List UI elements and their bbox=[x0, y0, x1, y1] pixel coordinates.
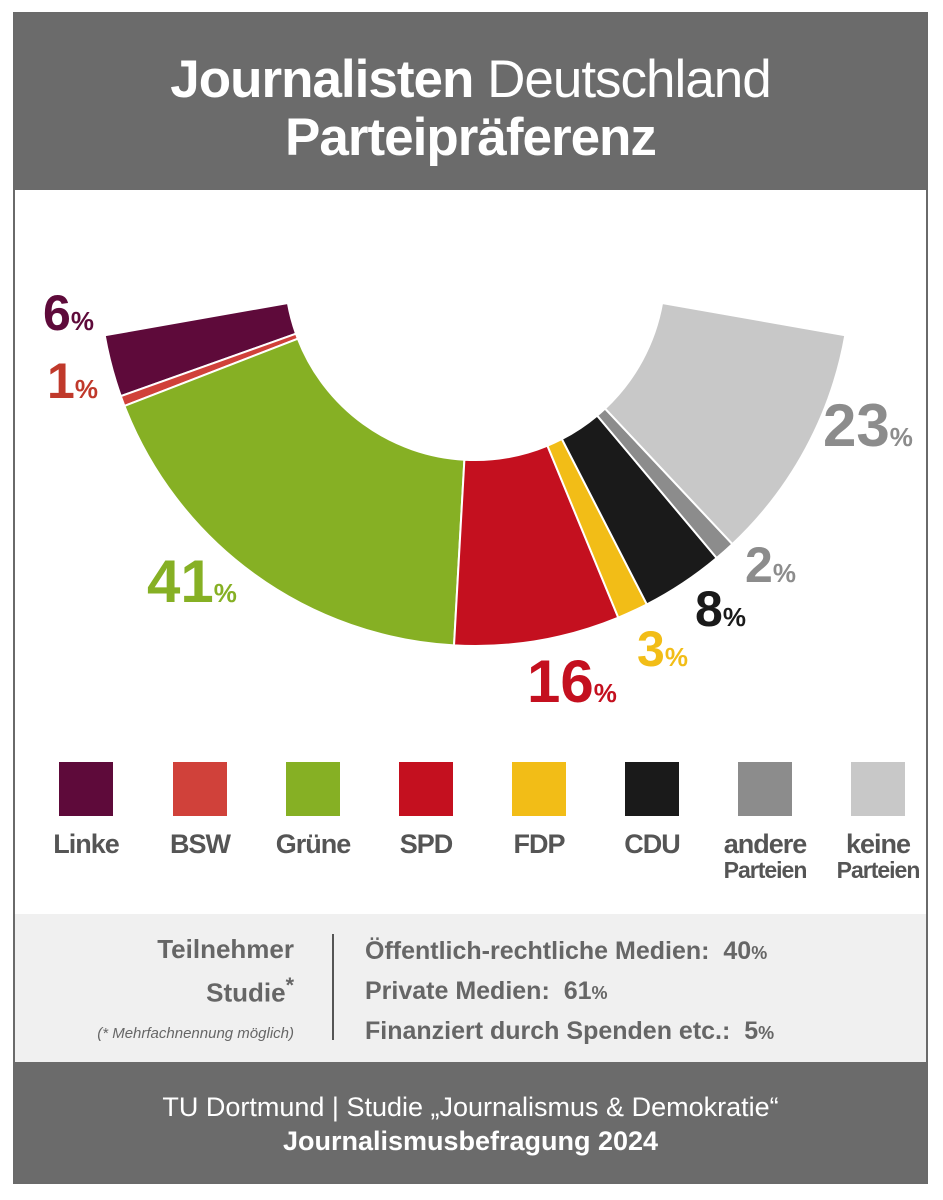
media-row-label: Finanziert durch Spenden etc.: bbox=[365, 1017, 731, 1045]
legend-item-spd: SPD bbox=[371, 762, 481, 858]
media-row-value: 40 bbox=[723, 937, 752, 965]
legend-label: BSW bbox=[170, 829, 231, 859]
legend-label: Linke bbox=[53, 829, 120, 859]
media-row-private: Private Medien: 61% bbox=[365, 972, 774, 1012]
value-label-keine-parteien: 23% bbox=[823, 392, 913, 459]
info-panel: Teilnehmer Studie* (* Mehrfachnennung mö… bbox=[15, 914, 926, 1062]
legend-item-andere-parteien: andere Parteien bbox=[710, 762, 820, 882]
legend-item-bsw: BSW bbox=[145, 762, 255, 858]
legend-item-fdp: FDP bbox=[484, 762, 594, 858]
media-row-unit: % bbox=[758, 1023, 775, 1043]
legend-item-cdu: CDU bbox=[597, 762, 707, 858]
media-row-value: 61 bbox=[563, 977, 592, 1005]
legend-label: andere bbox=[723, 829, 808, 859]
media-row-donations: Finanziert durch Spenden etc.: 5% bbox=[365, 1012, 774, 1052]
legend-label-line2: Parteien bbox=[836, 857, 921, 883]
legend-item-keine-parteien: keine Parteien bbox=[823, 762, 926, 883]
participants-line2: Studie* bbox=[97, 967, 294, 1011]
legend-item-linke: Linke bbox=[31, 762, 141, 858]
legend-label: Grüne bbox=[275, 829, 352, 859]
legend: Linke BSW Grüne SPD FDP CDU andere Parteien kein… bbox=[15, 762, 926, 902]
page-title: Journalisten Deutschland bbox=[15, 52, 926, 108]
title-light: Deutschland bbox=[487, 50, 772, 109]
footnote-star: * bbox=[285, 972, 294, 997]
media-row-label: Öffentlich-rechtliche Medien: bbox=[365, 937, 710, 965]
legend-label-line2: Parteien bbox=[723, 857, 808, 883]
media-row-unit: % bbox=[751, 943, 768, 963]
page-subtitle: Parteipräferenz bbox=[285, 108, 657, 167]
footer-survey: Journalismusbefragung 2024 bbox=[282, 1126, 659, 1156]
value-label-bsw: 1% bbox=[47, 353, 98, 409]
value-label-grüne: 41% bbox=[147, 548, 237, 615]
legend-swatch bbox=[286, 762, 340, 816]
title-bold: Journalisten bbox=[170, 50, 474, 109]
legend-swatch bbox=[625, 762, 679, 816]
legend-swatch bbox=[59, 762, 113, 816]
media-row-public: Öffentlich-rechtliche Medien: 40% bbox=[365, 932, 774, 972]
value-label-linke: 6% bbox=[43, 285, 94, 341]
participants-label: Teilnehmer Studie* (* Mehrfachnennung mö… bbox=[97, 932, 294, 1042]
legend-label: FDP bbox=[513, 829, 566, 859]
value-label-andere-parteien: 2% bbox=[745, 537, 796, 593]
infographic-frame: Journalisten Deutschland Parteipräferenz… bbox=[13, 12, 928, 1184]
legend-swatch bbox=[173, 762, 227, 816]
legend-swatch bbox=[399, 762, 453, 816]
media-row-label: Private Medien: bbox=[365, 977, 550, 1005]
party-preference-chart: 6% 1% 41% 16% 3%8%2% 23% bbox=[43, 285, 913, 715]
legend-label: keine bbox=[845, 829, 911, 859]
media-row-value: 5 bbox=[744, 1017, 759, 1045]
footer-source: TU Dortmund | Studie „Journalismus & Dem… bbox=[162, 1092, 779, 1122]
media-row-unit: % bbox=[591, 983, 608, 1003]
info-divider bbox=[332, 934, 334, 1040]
value-label-cdu: 8% bbox=[695, 581, 746, 637]
legend-swatch bbox=[851, 762, 905, 816]
header-banner: Journalisten Deutschland Parteipräferenz bbox=[15, 14, 926, 190]
legend-swatch bbox=[738, 762, 792, 816]
footnote-note: (* Mehrfachnennung möglich) bbox=[97, 1024, 294, 1042]
slice-keine-parteien bbox=[603, 301, 847, 546]
value-label-fdp: 3% bbox=[637, 621, 688, 677]
media-share-list: Öffentlich-rechtliche Medien: 40% Privat… bbox=[365, 932, 774, 1052]
value-label-spd: 16% bbox=[527, 648, 617, 715]
legend-item-grüne: Grüne bbox=[258, 762, 368, 858]
slice-grüne bbox=[123, 337, 466, 647]
legend-label: SPD bbox=[399, 829, 454, 859]
participants-study: Studie bbox=[206, 977, 286, 1008]
participants-line1: Teilnehmer bbox=[157, 934, 294, 964]
footer-banner: TU Dortmund | Studie „Journalismus & Dem… bbox=[15, 1062, 926, 1182]
legend-swatch bbox=[512, 762, 566, 816]
legend-label: CDU bbox=[624, 829, 681, 859]
